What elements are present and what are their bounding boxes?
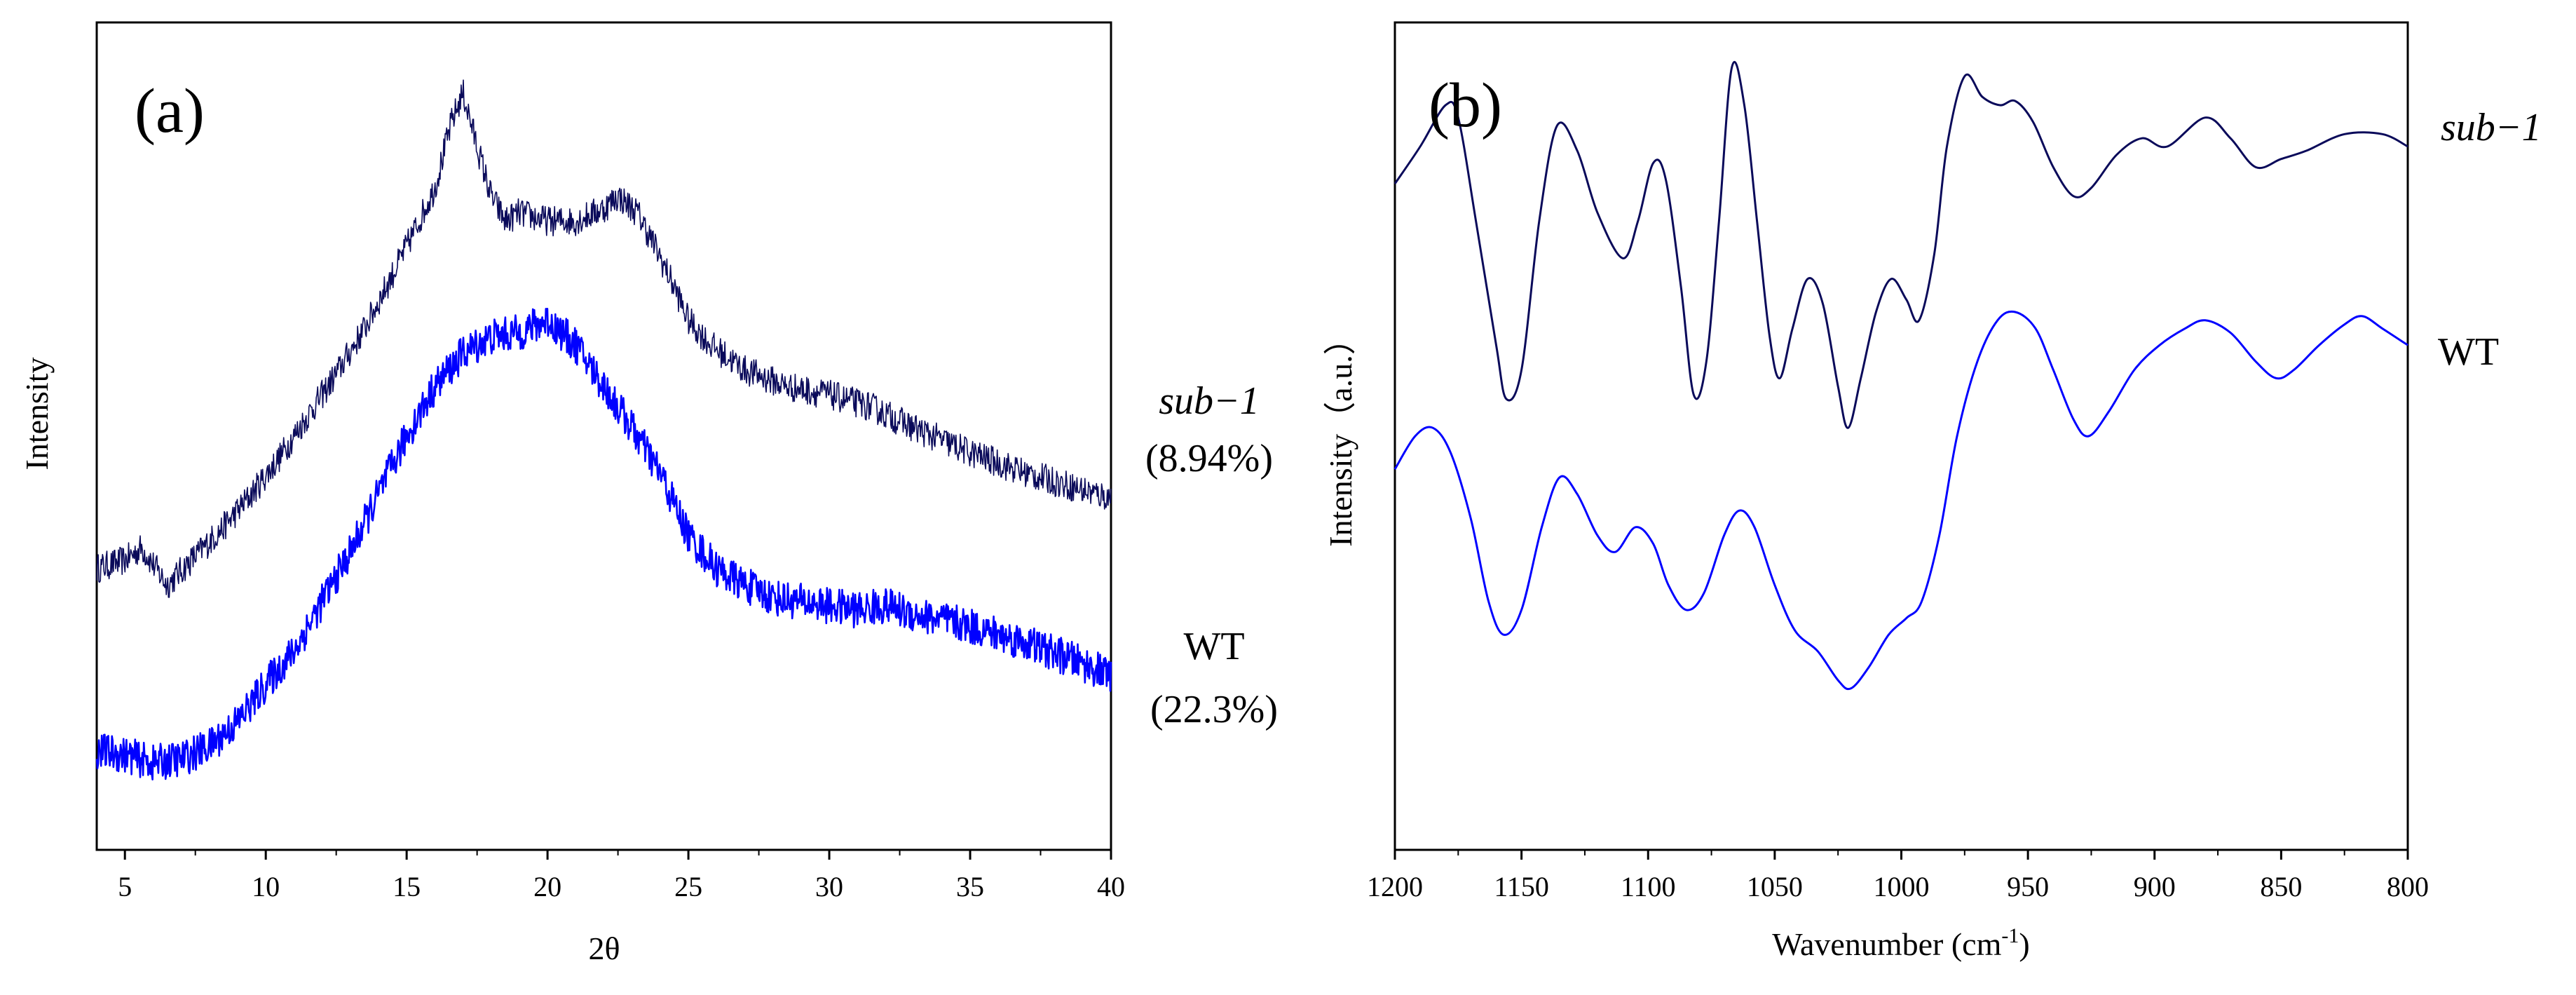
x-tick-label: 10 — [252, 871, 280, 902]
series-line-sub1 — [1393, 61, 2408, 429]
panel-b-series-label-wt: WT — [2438, 330, 2499, 374]
panel-a-frame — [95, 21, 1112, 851]
panel-b-x-tick-labels: 1200 1150 1100 1050 1000 950 900 850 800 — [1367, 871, 2429, 902]
panel-a-series-label-sub1: sub−1 — [1159, 379, 1260, 423]
panel-b-series — [1393, 61, 2408, 691]
x-tick-label: 35 — [956, 871, 984, 902]
x-tick-label: 950 — [2007, 871, 2049, 902]
x-tick-label: 15 — [393, 871, 421, 902]
panel-a-x-tick-labels: 5 10 15 20 25 30 35 40 — [118, 871, 1125, 902]
series-line-sub1 — [96, 79, 1112, 598]
panel-b-x-axis-title-main: Wavenumber (cm — [1772, 926, 2001, 962]
x-tick-label: 800 — [2387, 871, 2429, 902]
panel-a-series-sublabel-wt: (22.3%) — [1150, 688, 1278, 731]
x-tick-label: 20 — [533, 871, 561, 902]
panel-b-x-axis-title: Wavenumber (cm-1) — [1772, 924, 2029, 962]
panel-a-series-label-wt: WT — [1183, 625, 1244, 668]
x-tick-label: 40 — [1097, 871, 1125, 902]
x-tick-label: 5 — [118, 871, 132, 902]
panel-a-y-axis-title: Intensity — [19, 358, 55, 471]
panel-b-x-axis-title-superscript: -1 — [2001, 924, 2019, 947]
x-tick-label: 1150 — [1494, 871, 1549, 902]
panel-b-y-axis-title: Intensity（a.u.） — [1323, 323, 1358, 546]
panel-b-ftir: 1200 1150 1100 1050 1000 950 900 850 800 (b) Wav… — [1323, 21, 2542, 962]
panel-b-x-axis-title-suffix: ) — [2019, 926, 2029, 962]
series-line-wt — [95, 308, 1112, 780]
panel-a-label: (a) — [135, 76, 205, 146]
panel-a-series-sublabel-sub1: (8.94%) — [1145, 437, 1273, 480]
panel-b-frame — [1393, 21, 2409, 851]
x-tick-label: 30 — [815, 871, 843, 902]
x-tick-label: 1000 — [1874, 871, 1930, 902]
panel-b-x-ticks — [1393, 850, 2409, 860]
panel-a-xrd: 5 10 15 20 25 30 35 40 (a) 2θ Intensity sub−1 (… — [19, 21, 1278, 966]
panel-b-label: (b) — [1429, 71, 1502, 140]
panel-a-x-axis-title: 2θ — [588, 930, 620, 966]
x-tick-label: 25 — [674, 871, 702, 902]
x-tick-label: 1100 — [1621, 871, 1676, 902]
x-tick-label: 900 — [2134, 871, 2176, 902]
x-tick-label: 850 — [2260, 871, 2302, 902]
x-tick-label: 1050 — [1747, 871, 1803, 902]
series-line-wt — [1393, 310, 2408, 691]
panel-a-series — [95, 79, 1112, 780]
x-tick-label: 1200 — [1367, 871, 1423, 902]
panel-a-x-ticks — [123, 850, 1112, 860]
panel-b-series-label-sub1: sub−1 — [2441, 106, 2542, 149]
